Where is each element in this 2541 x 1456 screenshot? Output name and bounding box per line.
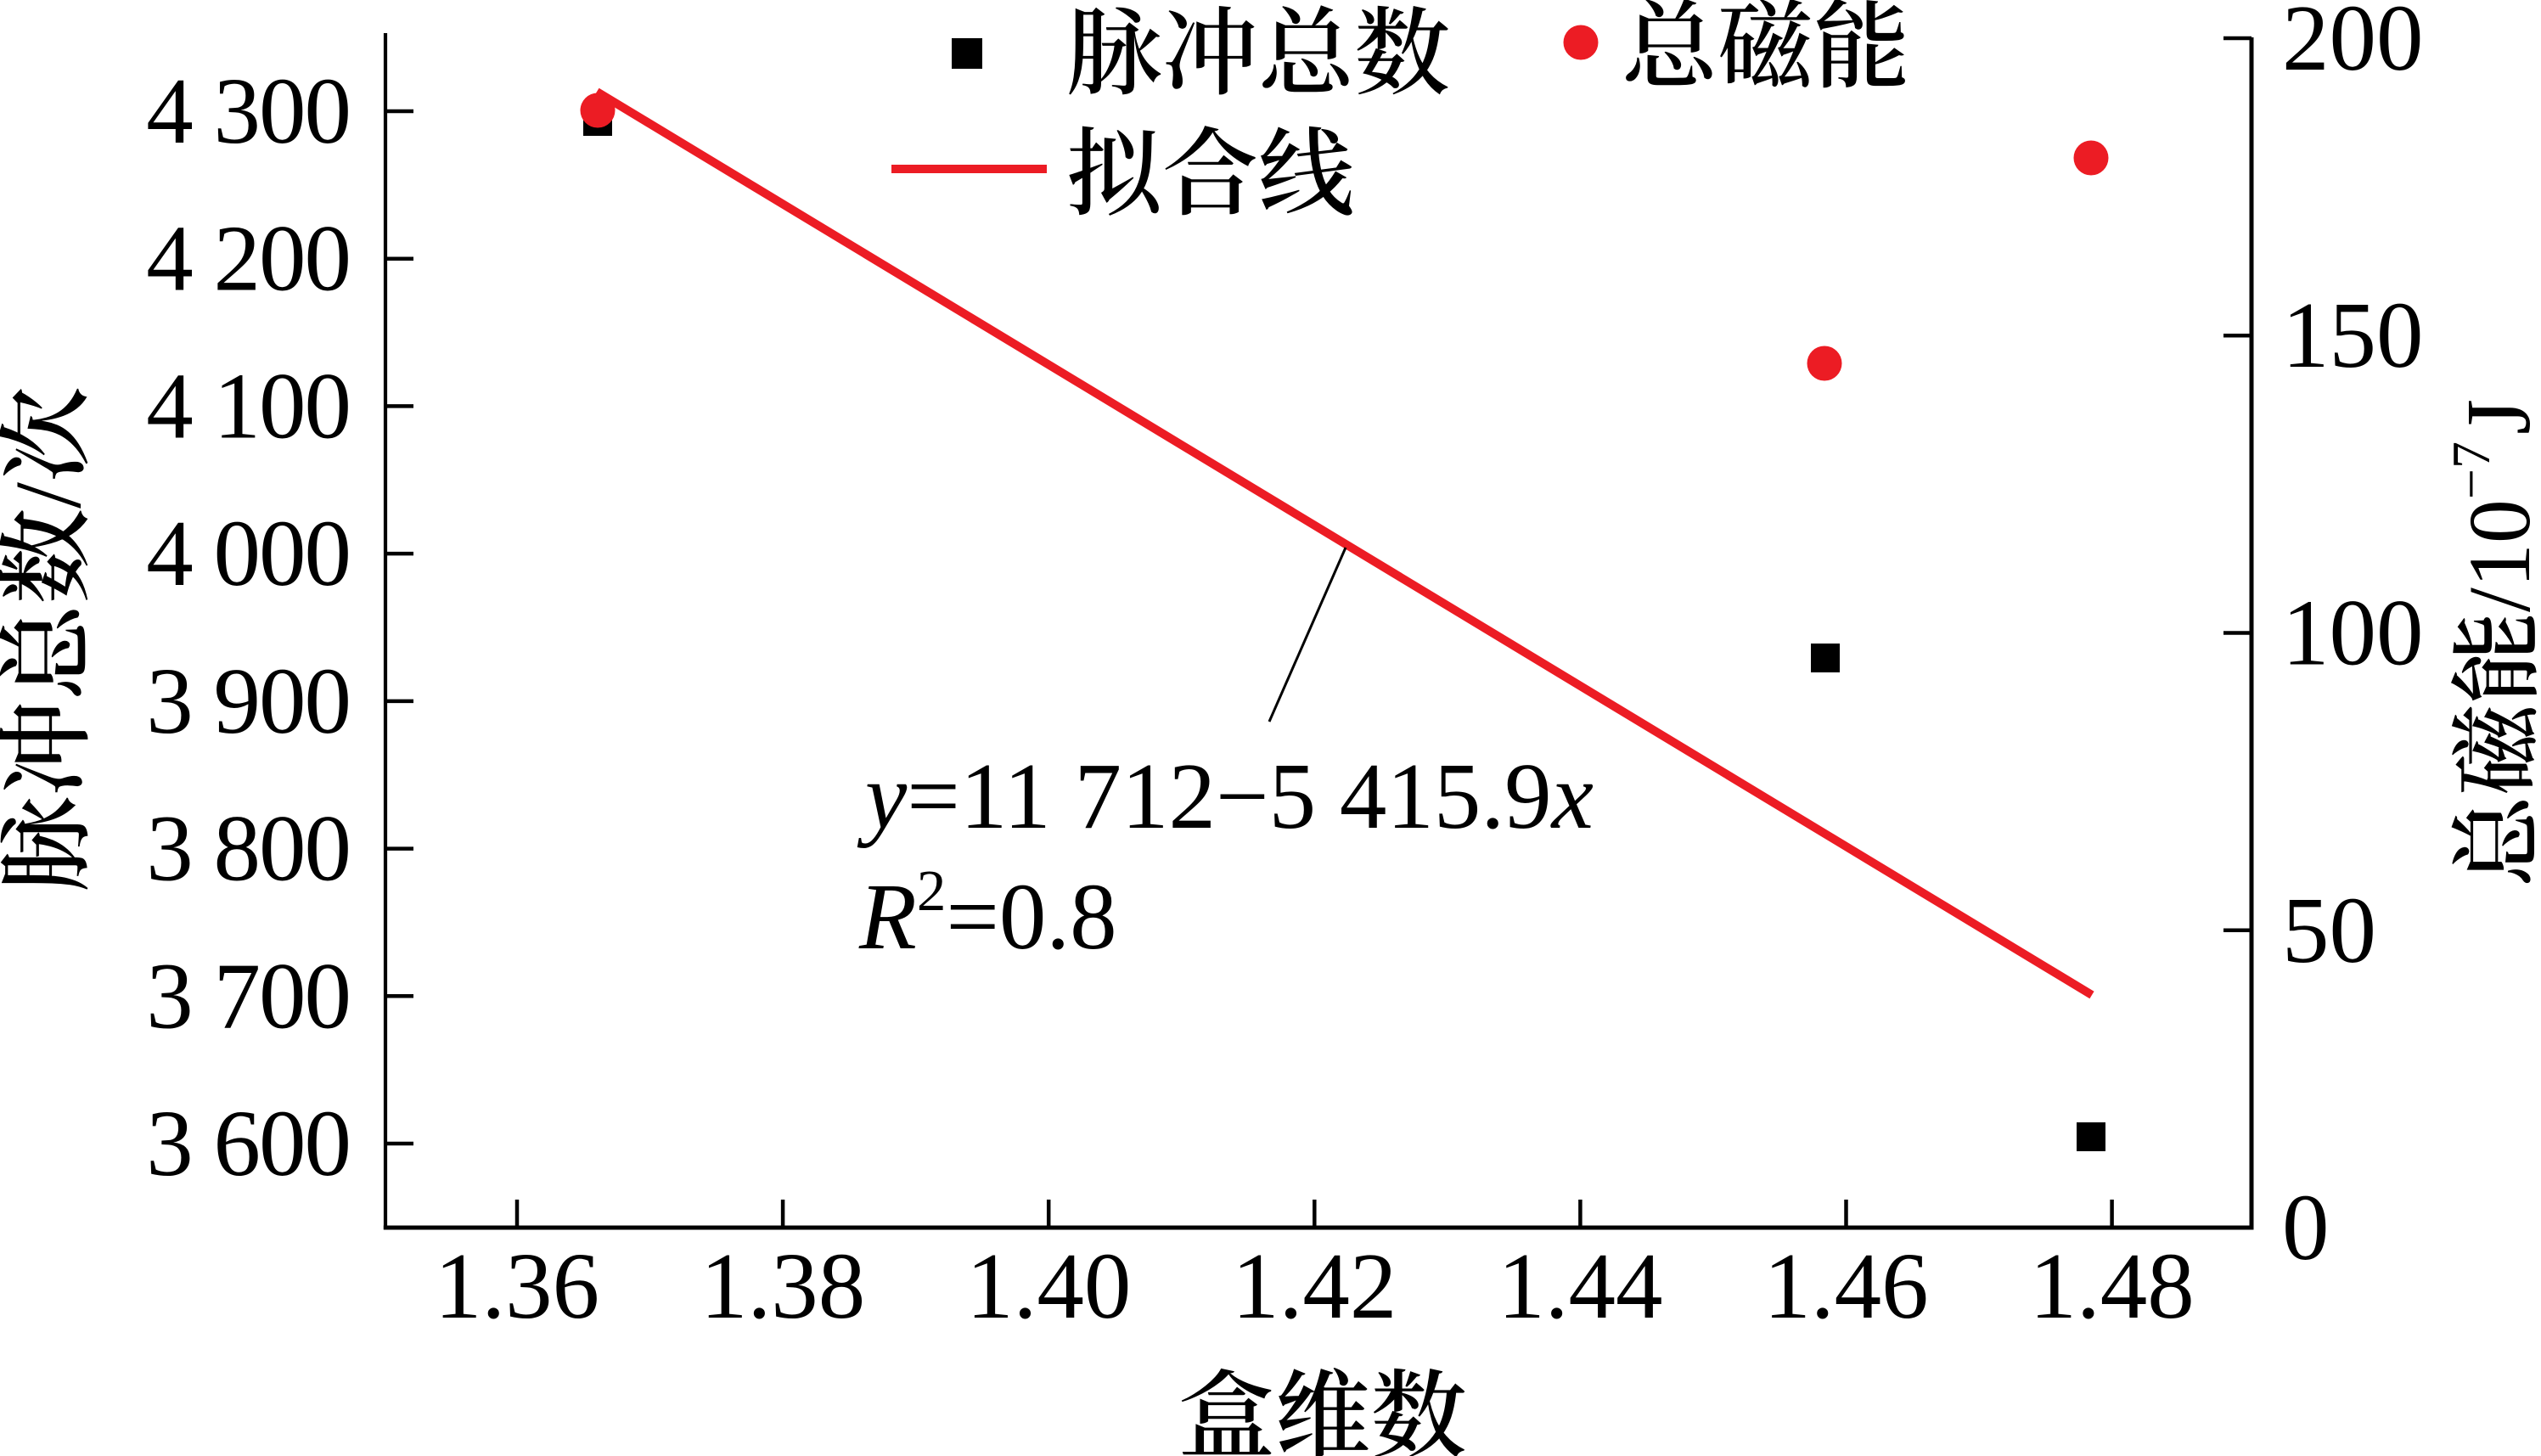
svg-text:4 200: 4 200 xyxy=(146,207,350,312)
svg-text:1.46: 1.46 xyxy=(1763,1234,1928,1339)
svg-text:4 300: 4 300 xyxy=(146,59,350,164)
svg-text:0: 0 xyxy=(2282,1176,2330,1280)
svg-text:50: 50 xyxy=(2282,879,2376,983)
svg-text:100: 100 xyxy=(2282,582,2424,686)
svg-text:3 600: 3 600 xyxy=(146,1092,350,1196)
svg-text:3 800: 3 800 xyxy=(146,797,350,902)
svg-text:1.48: 1.48 xyxy=(2029,1234,2194,1339)
svg-text:1.44: 1.44 xyxy=(1498,1234,1662,1339)
svg-text:1.42: 1.42 xyxy=(1232,1234,1397,1339)
svg-text:y=11 712−5 415.9x: y=11 712−5 415.9x xyxy=(857,745,1594,849)
svg-text:/10−7J: /10−7J xyxy=(2441,399,2541,612)
svg-text:4 000: 4 000 xyxy=(146,502,350,606)
svg-text:150: 150 xyxy=(2282,284,2424,388)
svg-text:200: 200 xyxy=(2282,0,2424,91)
svg-text:4 100: 4 100 xyxy=(146,354,350,458)
svg-text:1.38: 1.38 xyxy=(700,1234,865,1339)
svg-text:/: / xyxy=(0,482,101,509)
svg-text:1.36: 1.36 xyxy=(435,1234,599,1339)
svg-text:1.40: 1.40 xyxy=(966,1234,1131,1339)
svg-text:3 700: 3 700 xyxy=(146,944,350,1048)
svg-text:R2=0.8: R2=0.8 xyxy=(858,858,1117,970)
svg-text:3 900: 3 900 xyxy=(146,649,350,754)
